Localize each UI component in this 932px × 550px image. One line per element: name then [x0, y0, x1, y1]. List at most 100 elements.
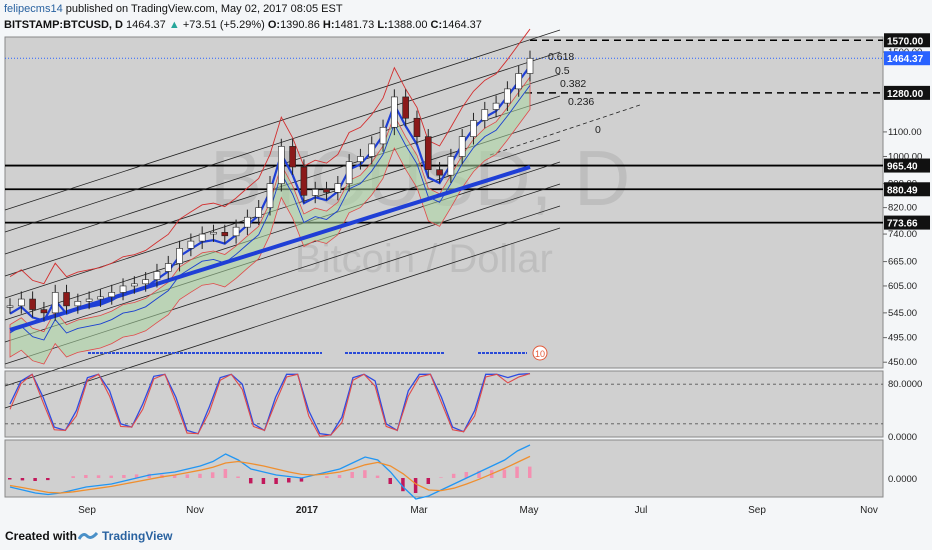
ohlc-value: 1390.86 [280, 19, 320, 31]
candle-body [334, 183, 342, 193]
candle-body [244, 216, 251, 228]
macd-histogram-bar [8, 478, 12, 480]
candle-body [164, 263, 172, 272]
price-tag [884, 215, 930, 230]
macd-histogram-bar [464, 472, 469, 478]
candle-body [289, 146, 296, 168]
tradingview-link[interactable]: TradingView [102, 529, 173, 543]
x-tick-label: Nov [860, 505, 878, 516]
macd-histogram-bar [451, 473, 456, 478]
macd-histogram-bar [46, 478, 50, 481]
publish-line: felipecms14 published on TradingView.com… [4, 3, 343, 15]
price-tag [884, 33, 930, 48]
price-change: +73.51 (+5.29%) [182, 19, 265, 31]
candle-body [108, 292, 116, 298]
price-tag-label: 1464.37 [887, 54, 924, 65]
indicator-badge-label: 10 [535, 349, 545, 359]
price-tag [884, 158, 930, 173]
ohlc-value: 1388.00 [387, 19, 428, 31]
candle-body [210, 232, 217, 235]
macd-histogram-bar [33, 478, 37, 481]
candle-body [458, 136, 466, 157]
ohlc-key: C: [427, 19, 443, 31]
ohlc-line: BITSTAMP:BTCUSD, D 1464.37 ▲ +73.51 (+5.… [4, 19, 482, 31]
candle-body [51, 292, 59, 314]
x-tick-label: Jul [635, 505, 648, 516]
chart-header: felipecms14 published on TradingView.com… [0, 0, 932, 36]
fib-label: 0.236 [568, 96, 594, 108]
stoch-tick-label: 80.0000 [888, 379, 922, 390]
macd-histogram-bar [388, 478, 392, 484]
channel-line [4, 51, 561, 233]
macd-histogram-bar [185, 474, 190, 478]
macd-histogram-bar [515, 466, 519, 478]
macd-histogram-bar [426, 478, 431, 484]
candle-body [357, 156, 364, 162]
indicator-badge [532, 345, 548, 361]
candle-body [379, 126, 387, 145]
last-price: 1464.37 [126, 19, 166, 31]
candle-body [6, 305, 14, 308]
fib-label: 0.5 [555, 65, 570, 77]
macd-histogram-bar [20, 478, 25, 481]
y-tick-label: 820.00 [888, 203, 917, 214]
macd-histogram-bar [134, 474, 139, 478]
y-tick-label: 1000.00 [888, 151, 922, 162]
fib-label: 0 [595, 124, 601, 136]
ohlc-key: H: [319, 19, 335, 31]
tradingview-logo-icon [77, 530, 99, 545]
created-with-label: Created with [5, 529, 78, 543]
macd-histogram-bar [122, 475, 126, 478]
macd-histogram-bar [147, 473, 152, 478]
macd-histogram-bar [350, 472, 354, 478]
candle-body [413, 117, 421, 137]
macd-histogram-bar [363, 470, 367, 478]
ohlc-value: 1481.73 [334, 19, 375, 31]
stoch-tick-label: 0.0000 [888, 432, 917, 443]
macd-histogram-bar [477, 470, 481, 478]
candle-body [402, 96, 409, 119]
macd-tick-label: 0.0000 [888, 474, 917, 485]
candle-body [187, 240, 195, 249]
x-tick-label: Mar [410, 505, 428, 516]
candle-body [368, 143, 376, 157]
y-tick-label: 545.00 [888, 308, 917, 319]
macd-histogram-bar [172, 475, 177, 478]
macd-histogram-bar [261, 478, 266, 484]
macd-histogram-bar [223, 469, 228, 478]
y-tick-label: 740.00 [888, 229, 917, 240]
candle-body [311, 189, 319, 196]
price-tag-label: 773.66 [887, 219, 918, 230]
macd-histogram-bar [198, 473, 202, 478]
macd-histogram-bar [528, 466, 532, 478]
ohlc-key: O: [267, 19, 281, 31]
macd-signal-line [9, 455, 531, 494]
upper-band-line [9, 28, 531, 285]
price-tag-label: 965.40 [887, 162, 918, 173]
candle-body [74, 301, 82, 307]
macd-histogram-bar [337, 475, 342, 478]
candle-body [515, 73, 522, 90]
macd-pane [4, 439, 884, 498]
candle-body [153, 271, 161, 280]
x-tick-label: 2017 [296, 505, 319, 516]
ichimoku-cloud [9, 75, 531, 365]
candle-body [85, 298, 93, 302]
y-tick-label: 665.00 [888, 257, 917, 268]
candle-body [481, 109, 489, 121]
macd-histogram-bar [375, 475, 380, 478]
candle-body [470, 120, 477, 137]
candle-body [176, 248, 183, 264]
author-name[interactable]: felipecms14 [4, 3, 63, 15]
macd-histogram-bar [210, 472, 215, 478]
candle-body [278, 146, 285, 184]
macd-histogram-bar [325, 476, 329, 478]
candle-body [97, 296, 104, 300]
publish-info: published on TradingView.com, May 02, 20… [65, 3, 343, 15]
x-tick-label: May [520, 505, 539, 516]
price-tag [884, 182, 930, 197]
candle-body [29, 298, 36, 310]
macd-histogram-bar [299, 478, 304, 482]
macd-histogram-bar [401, 478, 405, 492]
